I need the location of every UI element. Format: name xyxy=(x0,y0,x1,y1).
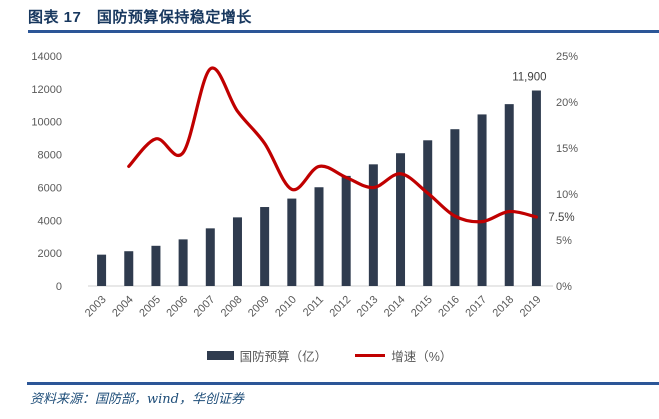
y-axis-left-tick: 2000 xyxy=(38,248,62,260)
y-axis-right-tick: 10% xyxy=(556,189,578,201)
bar-2013 xyxy=(368,164,378,286)
x-axis-tick-2014: 2014 xyxy=(382,294,408,320)
bar-2007 xyxy=(205,228,215,286)
bar-2015 xyxy=(423,140,433,286)
bar-2012 xyxy=(341,175,351,286)
x-axis-tick-2003: 2003 xyxy=(83,294,109,320)
bar-series-swatch xyxy=(206,351,234,360)
x-axis-tick-2017: 2017 xyxy=(463,294,489,320)
bar-2008 xyxy=(232,217,242,286)
x-axis-tick-2015: 2015 xyxy=(409,294,435,320)
footer-divider xyxy=(27,382,659,385)
bar-2014 xyxy=(396,153,406,286)
x-axis-tick-2010: 2010 xyxy=(273,294,299,320)
bar-2009 xyxy=(260,207,270,286)
data-label-7.5%: 7.5% xyxy=(548,212,574,224)
y-axis-right-tick: 20% xyxy=(556,97,578,109)
y-axis-left-tick: 0 xyxy=(56,281,62,293)
bar-2004 xyxy=(124,251,134,286)
x-axis-tick-2008: 2008 xyxy=(219,294,245,320)
figure-title: 图表 17 国防预算保持稳定增长 xyxy=(28,9,252,26)
legend-label-growth: 增速（%） xyxy=(391,350,453,364)
bar-2011 xyxy=(314,187,324,286)
x-axis-tick-2006: 2006 xyxy=(164,294,190,320)
bar-2006 xyxy=(178,239,188,286)
y-axis-right-tick: 15% xyxy=(556,143,578,155)
x-axis-tick-2016: 2016 xyxy=(436,294,462,320)
bar-2003 xyxy=(97,254,107,286)
bar-2017 xyxy=(477,114,487,286)
x-axis-tick-2013: 2013 xyxy=(355,294,381,320)
y-axis-left-tick: 10000 xyxy=(31,117,62,129)
y-axis-left-tick: 14000 xyxy=(31,51,62,63)
x-axis-tick-2007: 2007 xyxy=(192,294,218,320)
x-axis-tick-2005: 2005 xyxy=(137,294,163,320)
legend-label-budget: 国防预算（亿） xyxy=(239,350,328,364)
x-axis-tick-2019: 2019 xyxy=(518,294,544,320)
chart-legend: 国防预算（亿） 增速（%） xyxy=(0,346,659,365)
bar-2010 xyxy=(287,198,297,286)
bar-2016 xyxy=(450,129,460,286)
bar-2018 xyxy=(504,104,514,286)
title-divider xyxy=(28,30,659,33)
growth-rate-line xyxy=(127,66,539,224)
bar-2005 xyxy=(151,245,161,286)
x-axis-tick-2004: 2004 xyxy=(110,294,136,320)
legend-item-budget: 国防预算（亿） xyxy=(206,346,328,365)
y-axis-left-tick: 4000 xyxy=(38,215,62,227)
line-series-swatch xyxy=(355,353,386,358)
x-axis-tick-2018: 2018 xyxy=(491,294,517,320)
y-axis-right-tick: 5% xyxy=(556,235,572,247)
legend-item-growth: 增速（%） xyxy=(355,346,452,365)
y-axis-right-tick: 0% xyxy=(556,281,572,293)
y-axis-left-tick: 12000 xyxy=(31,84,62,96)
x-axis-tick-2009: 2009 xyxy=(246,294,272,320)
bar-2019 xyxy=(531,90,541,286)
y-axis-right-tick: 25% xyxy=(556,51,578,63)
y-axis-left-tick: 8000 xyxy=(38,150,62,162)
source-note: 资料来源：国防部，wind，华创证券 xyxy=(30,392,244,407)
x-axis-tick-2012: 2012 xyxy=(327,294,353,320)
y-axis-left-tick: 6000 xyxy=(38,182,62,194)
x-axis-tick-2011: 2011 xyxy=(301,294,326,319)
data-label-11,900: 11,900 xyxy=(512,72,546,84)
